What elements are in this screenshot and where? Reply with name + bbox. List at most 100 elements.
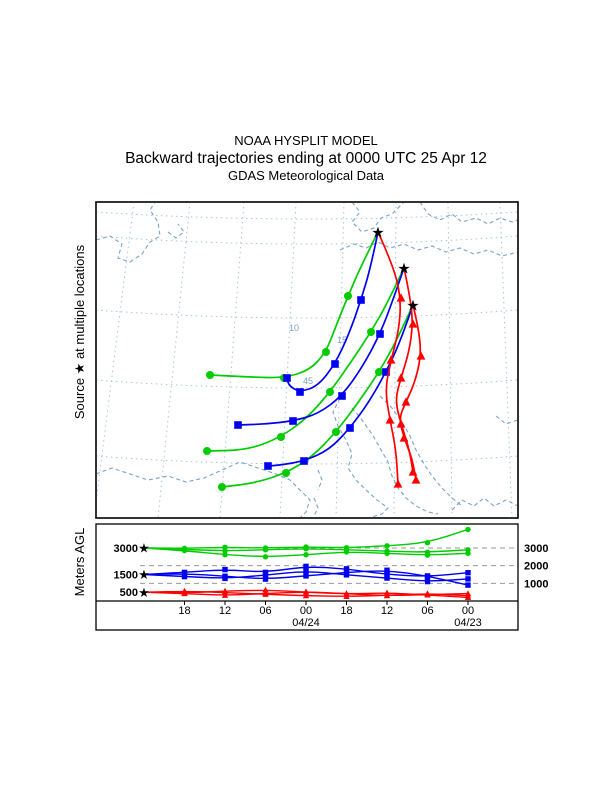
x-tick-label: 12 [381, 605, 393, 617]
height-1500m-c-marker [181, 570, 188, 577]
longitude-gridline [97, 203, 135, 499]
map-traj-500m-a-marker [385, 415, 395, 424]
height-3000m-c-marker [424, 552, 431, 558]
coastline [379, 395, 463, 507]
map-traj-500m-b-marker [396, 373, 406, 382]
model-title: NOAA HYSPLIT MODEL [234, 133, 378, 148]
start-height-star-icon: ★ [138, 567, 150, 582]
map-grid-label: 10 [289, 323, 299, 333]
height-3000m-a-marker [384, 543, 390, 549]
source-star-icon: ★ [406, 297, 419, 314]
height-1500m-a-marker [343, 566, 350, 572]
latitude-gridline [97, 379, 517, 389]
map-traj-1500m-c-marker [264, 462, 272, 470]
height-3000m-c-marker [181, 547, 188, 554]
profile-left-axis-label: 3000 [114, 543, 138, 555]
latitude-gridline [97, 309, 517, 319]
height-3000m-c-marker [222, 552, 228, 558]
profile-right-axis-label: 2000 [524, 561, 548, 573]
map-traj-3000m-c-marker [375, 368, 383, 376]
map-traj-1500m-a-marker [331, 360, 339, 368]
x-tick-label: 00 [300, 605, 312, 617]
map-traj-3000m-c-marker [282, 469, 290, 477]
height-500m-c-marker [464, 594, 472, 601]
map-frame [95, 201, 519, 519]
x-tick-label: 06 [259, 605, 271, 617]
height-500m-b-marker [262, 590, 269, 597]
latitude-gridline [97, 211, 517, 220]
height-3000m-c-marker [465, 550, 471, 556]
title-block: NOAA HYSPLIT MODEL Backward trajectories… [0, 133, 612, 184]
map-traj-1500m-b-marker [234, 421, 242, 429]
height-1500m-a-marker [303, 563, 309, 570]
profile-frame [95, 523, 519, 631]
height-1500m-b-marker [465, 576, 471, 582]
coastline [420, 203, 517, 225]
x-tick-label: 18 [178, 605, 190, 617]
coastline [167, 223, 185, 239]
start-height-star-icon: ★ [138, 541, 150, 556]
height-1500m-a-marker [262, 569, 269, 576]
height-1500m-a-marker [222, 566, 228, 573]
map-traj-3000m-a-marker [206, 371, 214, 379]
profile-left-axis-label: 500 [120, 587, 138, 599]
map-traj-3000m-b-marker [367, 328, 375, 336]
height-500m-c-marker [262, 586, 269, 593]
height-500m-c-marker [181, 589, 188, 596]
height-1500m-b-marker [262, 572, 269, 578]
map-traj-500m-c-marker [416, 351, 426, 360]
height-500m-c-marker [302, 588, 310, 595]
x-tick-label: 18 [340, 605, 352, 617]
height-500m-c [143, 589, 469, 599]
source-star-icon: ★ [397, 260, 410, 277]
height-3000m-c-marker [384, 550, 390, 556]
height-500m-c-marker [383, 589, 391, 596]
height-3000m-a-marker [465, 526, 471, 533]
coastline [451, 497, 517, 511]
map-traj-1500m-c-marker [300, 457, 308, 465]
map-traj-1500m-b-marker [289, 417, 297, 425]
source-star-icon: ★ [371, 224, 384, 241]
map-traj-3000m-c-marker [218, 483, 226, 491]
map-traj-500m-b-marker [408, 319, 418, 328]
height-1500m-b-marker [181, 573, 188, 580]
latitude-gridline [97, 235, 517, 245]
meters-agl-label: Meters AGL [72, 527, 87, 597]
height-1500m-a-marker [384, 571, 390, 578]
x-tick-label: 12 [219, 605, 231, 617]
map-traj-3000m-b-marker [203, 447, 211, 455]
height-1500m-c-marker [465, 582, 471, 588]
map-traj-1500m-a-marker [296, 388, 304, 396]
height-1500m-b-marker [384, 575, 390, 581]
profile-left-axis-label: 1500 [114, 570, 138, 582]
map-traj-1500m-c-marker [382, 368, 390, 376]
plot-title: Backward trajectories ending at 0000 UTC… [125, 150, 487, 167]
coastline [97, 203, 161, 263]
date-label: 04/24 [292, 617, 320, 629]
coastline [97, 461, 311, 517]
source-locations-label: Source ★ at multiple locations [72, 244, 87, 420]
height-500m-b-marker [302, 592, 310, 599]
coastline [495, 415, 517, 425]
map-traj-1500m-a-marker [357, 296, 365, 304]
coastline [339, 241, 517, 257]
height-1500m-b-marker [303, 568, 309, 574]
map-traj-3000m-b-marker [326, 388, 334, 396]
met-data-subtitle: GDAS Meteorological Data [227, 168, 385, 183]
map-grid-label: 45 [303, 376, 313, 386]
height-1500m-c-marker [424, 573, 431, 579]
height-3000m-b-marker [262, 547, 269, 553]
map-traj-1500m-a-marker [283, 374, 291, 382]
coastline [351, 407, 439, 515]
coastline [351, 203, 404, 233]
profile-right-axis-label: 3000 [524, 543, 548, 555]
map-traj-3000m-a-marker [322, 348, 330, 356]
date-label: 04/23 [454, 617, 482, 629]
height-500m-c-marker [221, 587, 229, 594]
height-500m-c-marker [343, 590, 350, 597]
coastline [313, 469, 323, 517]
height-1500m-c-marker [262, 576, 269, 582]
height-3000m-a-marker [424, 540, 431, 546]
